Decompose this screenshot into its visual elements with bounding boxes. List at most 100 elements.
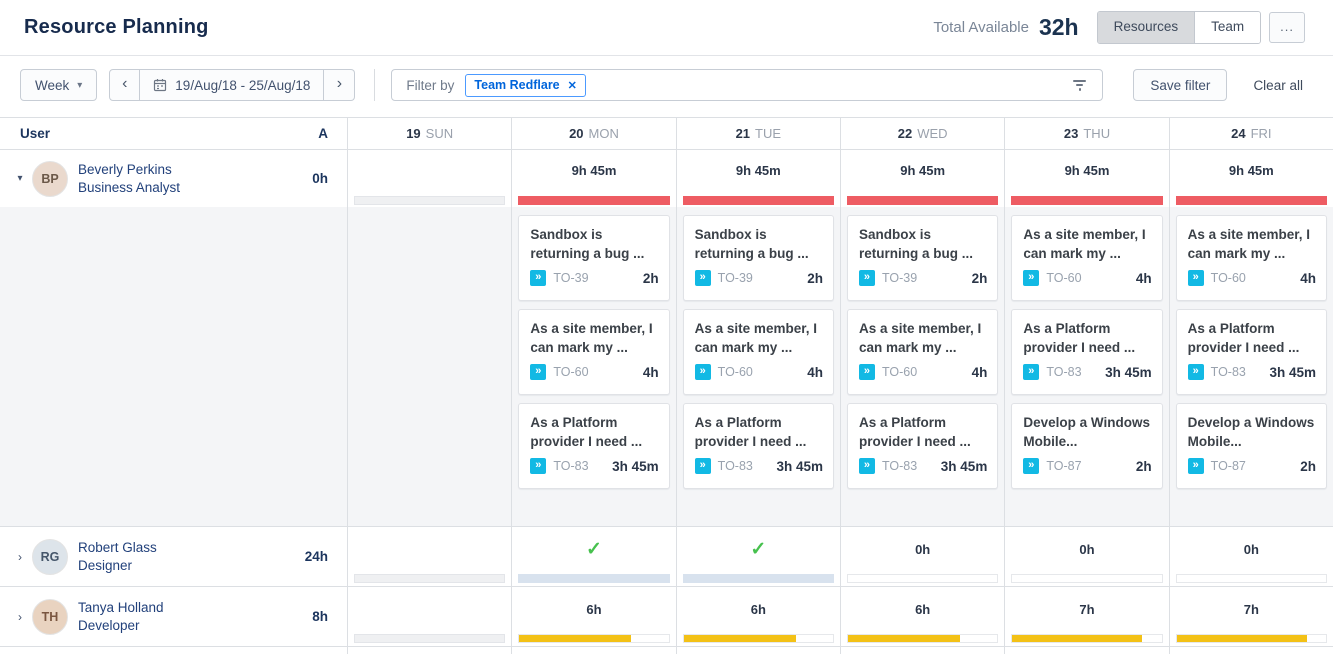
day-total: 9h 45m: [1228, 163, 1274, 178]
expanded-user-spacer: [0, 207, 347, 526]
expand-caret-icon[interactable]: ›: [18, 549, 22, 564]
day-total: 9h 45m: [900, 163, 946, 178]
day-cell-sun[interactable]: [347, 150, 511, 207]
task-type-icon: »: [1187, 458, 1204, 474]
user-role: Designer: [78, 557, 133, 573]
task-key: TO-39: [553, 271, 589, 285]
save-filter-button[interactable]: Save filter: [1133, 69, 1228, 101]
toolbar-divider: [374, 69, 376, 101]
schedule-cell-wed[interactable]: Sandbox is returning a bug ... » TO-39 2…: [839, 207, 1004, 526]
day-total: 6h: [586, 602, 602, 617]
task-card[interactable]: Sandbox is returning a bug ... » TO-39 2…: [518, 215, 670, 301]
task-hours: 4h: [1135, 270, 1152, 286]
grid-header-row: User A 19 SUN 20 MON 21 TUE 22 WED 23 TH…: [0, 117, 1333, 150]
day-header-sun: 19 SUN: [347, 118, 511, 149]
toolbar: Week ▾ ‹ 19/Aug/18 - 25/Aug/18 › F: [0, 56, 1333, 117]
day-cell-fri[interactable]: 7h: [1168, 587, 1333, 646]
day-total: 7h: [1079, 602, 1095, 617]
task-hours: 2h: [1135, 458, 1152, 474]
day-cell-thu[interactable]: 0h: [1004, 527, 1168, 586]
task-card[interactable]: As a site member, I can mark my ... » TO…: [682, 309, 834, 395]
date-range-button[interactable]: 19/Aug/18 - 25/Aug/18: [140, 69, 325, 101]
user-row-tanya: › TH Tanya Holland Developer 8h 6h 6h 6h: [0, 587, 1333, 647]
task-type-icon: »: [1023, 270, 1040, 286]
day-cell-mon[interactable]: 6h: [511, 587, 675, 646]
beverly-schedule-expanded: Sandbox is returning a bug ... » TO-39 2…: [0, 207, 1333, 527]
task-card[interactable]: As a Platform provider I need ... » TO-8…: [1011, 309, 1163, 395]
total-available-value: 32h: [1038, 14, 1079, 40]
prev-week-button[interactable]: ‹: [109, 69, 141, 101]
task-type-icon: »: [694, 270, 711, 286]
task-title: As a site member, I can mark my ...: [1187, 227, 1310, 261]
resources-view-button[interactable]: Resources: [1097, 12, 1195, 43]
day-cell-thu[interactable]: 9h 45m: [1004, 150, 1168, 207]
day-cell-fri[interactable]: 0h: [1168, 527, 1333, 586]
task-type-icon: »: [858, 458, 875, 474]
avatar: BP: [32, 160, 68, 197]
day-cell-wed[interactable]: 6h: [839, 587, 1004, 646]
task-card[interactable]: As a site member, I can mark my ... » TO…: [846, 309, 999, 395]
workload-bar: [1011, 574, 1163, 583]
task-card[interactable]: Develop a Windows Mobile... » TO-87 2h: [1011, 403, 1163, 489]
task-card[interactable]: As a Platform provider I need ... » TO-8…: [682, 403, 834, 489]
more-options-button[interactable]: ...: [1269, 12, 1305, 43]
task-title: Sandbox is returning a bug ...: [694, 227, 809, 261]
day-off-bar: [354, 574, 506, 583]
filter-icon[interactable]: [1069, 76, 1090, 95]
task-card[interactable]: Sandbox is returning a bug ... » TO-39 2…: [682, 215, 834, 301]
next-week-button[interactable]: ›: [324, 69, 356, 101]
workload-bar: [846, 634, 999, 643]
task-key: TO-83: [1210, 365, 1246, 379]
task-hours: 2h: [971, 270, 988, 286]
user-name-role: Beverly Perkins Business Analyst: [78, 161, 180, 197]
task-card[interactable]: As a site member, I can mark my ... » TO…: [1175, 215, 1327, 301]
view-toggle: Resources Team: [1096, 11, 1262, 44]
schedule-cell-tue[interactable]: Sandbox is returning a bug ... » TO-39 2…: [675, 207, 840, 526]
user-info-tanya[interactable]: › TH Tanya Holland Developer 8h: [0, 587, 347, 646]
day-cell-tue[interactable]: 6h: [675, 587, 840, 646]
schedule-cell-sun[interactable]: [347, 207, 511, 526]
user-info-robert[interactable]: › RG Robert Glass Designer 24h: [0, 527, 347, 586]
task-card[interactable]: As a Platform provider I need ... » TO-8…: [846, 403, 999, 489]
schedule-cell-mon[interactable]: Sandbox is returning a bug ... » TO-39 2…: [511, 207, 675, 526]
day-cell-fri[interactable]: 9h 45m: [1168, 150, 1333, 207]
remove-tag-icon[interactable]: ✕: [567, 79, 577, 92]
clear-all-button[interactable]: Clear all: [1245, 69, 1311, 101]
day-header-mon: 20 MON: [511, 118, 675, 149]
day-cell-tue[interactable]: ✓: [675, 527, 840, 586]
task-card[interactable]: As a site member, I can mark my ... » TO…: [518, 309, 670, 395]
task-card[interactable]: As a site member, I can mark my ... » TO…: [1011, 215, 1163, 301]
task-hours: 3h 45m: [612, 458, 659, 474]
workload-bar: [1011, 634, 1163, 643]
task-card[interactable]: As a Platform provider I need ... » TO-8…: [518, 403, 670, 489]
task-type-icon: »: [530, 270, 547, 286]
chevron-down-icon: ▾: [77, 79, 83, 91]
schedule-cell-thu[interactable]: As a site member, I can mark my ... » TO…: [1004, 207, 1168, 526]
day-cell-mon[interactable]: ✓: [511, 527, 675, 586]
day-cell-sun[interactable]: [347, 527, 511, 586]
schedule-cell-fri[interactable]: As a site member, I can mark my ... » TO…: [1168, 207, 1333, 526]
filter-tag-team-redflare[interactable]: Team Redflare ✕: [465, 73, 586, 97]
total-available-label: Total Available: [933, 19, 1029, 36]
day-cell-mon[interactable]: 9h 45m: [511, 150, 675, 207]
day-cell-tue[interactable]: 9h 45m: [675, 150, 840, 207]
period-selector-button[interactable]: Week ▾: [20, 69, 98, 101]
collapse-caret-icon[interactable]: ▾: [17, 173, 23, 184]
day-total: 0h: [1079, 542, 1095, 557]
task-hours: 4h: [807, 364, 823, 380]
user-info-beverly[interactable]: ▾ BP Beverly Perkins Business Analyst 0h: [0, 150, 347, 207]
day-cell-thu[interactable]: 7h: [1004, 587, 1168, 646]
user-name: Beverly Perkins: [78, 161, 172, 177]
expand-caret-icon[interactable]: ›: [18, 609, 22, 624]
filter-input[interactable]: Filter by Team Redflare ✕: [391, 69, 1104, 101]
task-key: TO-60: [881, 365, 918, 379]
team-view-button[interactable]: Team: [1194, 12, 1261, 43]
task-card[interactable]: As a Platform provider I need ... » TO-8…: [1175, 309, 1327, 395]
task-card[interactable]: Develop a Windows Mobile... » TO-87 2h: [1175, 403, 1327, 489]
day-cell-wed[interactable]: 0h: [839, 527, 1004, 586]
task-card[interactable]: Sandbox is returning a bug ... » TO-39 2…: [846, 215, 999, 301]
user-column-header: User: [20, 126, 51, 141]
day-cell-sun[interactable]: [347, 587, 511, 646]
day-cell-wed[interactable]: 9h 45m: [839, 150, 1004, 207]
user-role: Business Analyst: [78, 179, 181, 195]
